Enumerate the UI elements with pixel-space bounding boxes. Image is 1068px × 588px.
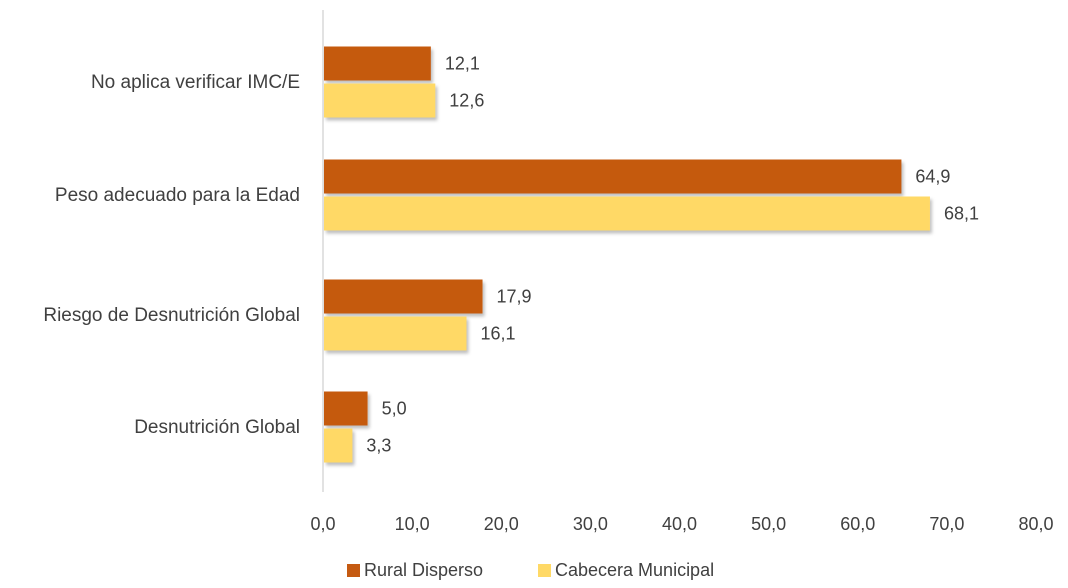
x-tick-label: 0,0 <box>310 514 335 534</box>
bar-rural-disperso <box>324 391 368 426</box>
x-tick-label: 60,0 <box>840 514 875 534</box>
category-label: No aplica verificar IMC/E <box>91 72 300 93</box>
bar-rural-disperso <box>324 279 483 314</box>
x-tick-label: 20,0 <box>484 514 519 534</box>
x-tick-label: 80,0 <box>1018 514 1053 534</box>
legend-label: Rural Disperso <box>364 560 483 580</box>
bar-cabecera-municipal <box>324 196 930 231</box>
data-label: 16,1 <box>480 324 515 344</box>
data-label: 5,0 <box>382 399 407 419</box>
category-label: Desnutrición Global <box>134 417 300 438</box>
bar-cabecera-municipal <box>324 428 353 463</box>
data-label: 17,9 <box>497 287 532 307</box>
data-label: 64,9 <box>915 167 950 187</box>
legend-label: Cabecera Municipal <box>555 560 714 580</box>
legend-swatch-rural-disperso <box>347 564 360 577</box>
data-label: 68,1 <box>944 204 979 224</box>
x-tick-label: 30,0 <box>573 514 608 534</box>
category-label: Riesgo de Desnutrición Global <box>43 305 300 326</box>
bar-rural-disperso <box>324 159 902 194</box>
data-label: 12,6 <box>449 91 484 111</box>
bar-rural-disperso <box>324 46 431 81</box>
x-tick-label: 50,0 <box>751 514 786 534</box>
data-label: 12,1 <box>445 54 480 74</box>
x-tick-label: 10,0 <box>395 514 430 534</box>
data-label: 3,3 <box>366 436 391 456</box>
bar-cabecera-municipal <box>324 316 467 351</box>
legend-swatch-cabecera-municipal <box>538 564 551 577</box>
x-tick-label: 70,0 <box>929 514 964 534</box>
bar-cabecera-municipal <box>324 83 436 118</box>
x-tick-label: 40,0 <box>662 514 697 534</box>
category-label: Peso adecuado para la Edad <box>55 185 300 206</box>
